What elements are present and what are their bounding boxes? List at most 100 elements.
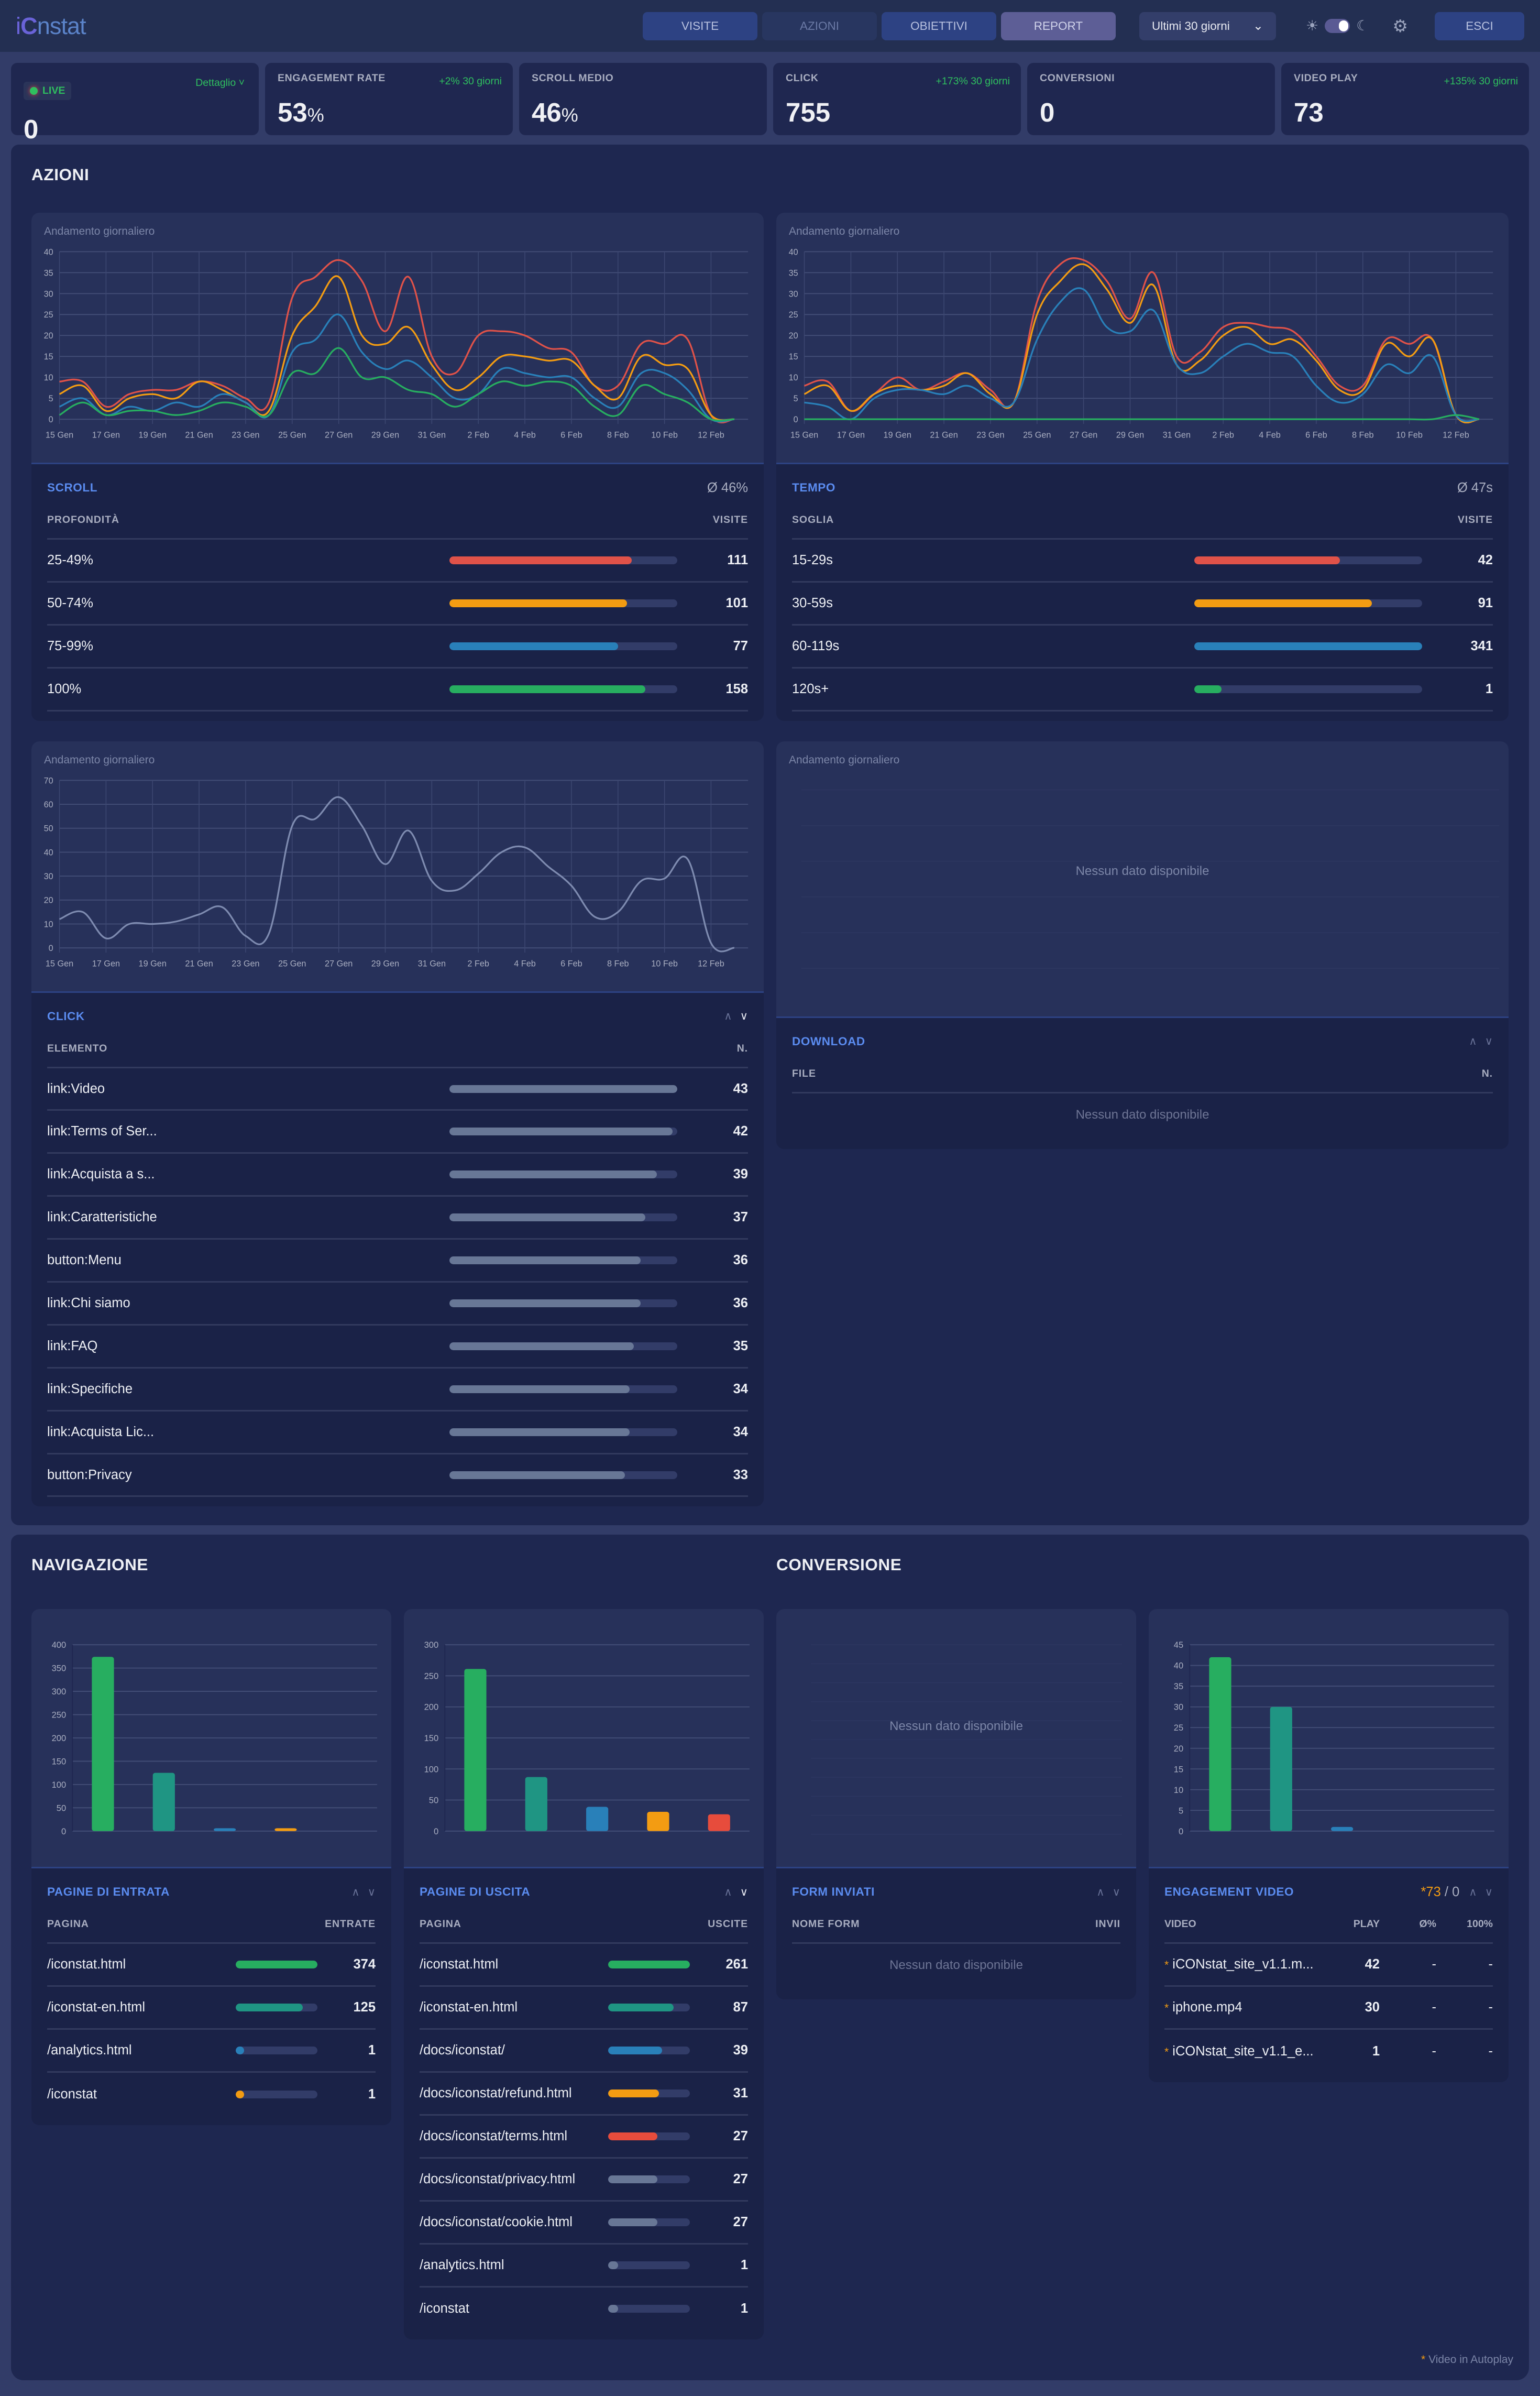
table-row[interactable]: link:Specifiche 34 xyxy=(47,1369,748,1412)
tempo-chart: Andamento giornaliero 0 5 10 15 20 25 30 35 40 15… xyxy=(776,213,1509,464)
video-summary: *73 / 0 ∧ ∨ xyxy=(1421,1884,1493,1899)
video-full: - xyxy=(1488,2000,1493,2015)
table-row[interactable]: 120s+ 1 xyxy=(792,669,1493,712)
table-row[interactable]: 100% 158 xyxy=(47,669,748,712)
sort-desc-icon[interactable]: ∨ xyxy=(367,1886,376,1898)
click-table: CLICK ∧ ∨ ELEMENTO N. link:Video 43 link:Ter… xyxy=(31,993,764,1507)
sort-desc-icon[interactable]: ∨ xyxy=(1484,1886,1493,1898)
table-row[interactable]: button:Menu 36 xyxy=(47,1240,748,1283)
nav-conv-grid: 0 50 100 150 200 250 300 350 400 PAGINE DI ENTRA… xyxy=(31,1609,1509,2340)
progress-bar xyxy=(449,1342,677,1350)
sort-asc-icon[interactable]: ∧ xyxy=(1096,1886,1105,1898)
table-row[interactable]: /docs/iconstat/terms.html 27 xyxy=(420,2116,748,2159)
table-row[interactable]: link:Acquista a s... 39 xyxy=(47,1154,748,1197)
table-row[interactable]: * iCONstat_site_v1.1_e... 1 - - xyxy=(1164,2030,1493,2073)
forms-chart-box: Nessun dato disponibile xyxy=(776,1609,1136,1869)
sun-icon[interactable]: ☀ xyxy=(1305,18,1319,34)
table-row[interactable]: link:FAQ 35 xyxy=(47,1326,748,1369)
tab-obiettivi[interactable]: OBIETTIVI xyxy=(881,12,996,40)
sort-asc-icon[interactable]: ∧ xyxy=(724,1886,732,1898)
svg-text:200: 200 xyxy=(424,1702,439,1712)
detail-dropdown[interactable]: Dettaglio ˅ xyxy=(195,77,245,89)
table-row[interactable]: link:Chi siamo 36 xyxy=(47,1283,748,1326)
table-row[interactable]: /iconstat-en.html 125 xyxy=(47,1987,376,2030)
sort-desc-icon[interactable]: ∨ xyxy=(1112,1886,1120,1898)
tab-visite[interactable]: VISITE xyxy=(642,12,757,40)
sort-desc-icon[interactable]: ∨ xyxy=(740,1010,748,1023)
svg-text:35: 35 xyxy=(789,268,798,278)
sort-asc-icon[interactable]: ∧ xyxy=(1469,1035,1477,1048)
gear-icon[interactable]: ⚙ xyxy=(1392,16,1408,36)
svg-text:6 Feb: 6 Feb xyxy=(560,431,582,440)
forms-card: Nessun dato disponibile FORM INVIATI ∧ ∨ … xyxy=(776,1609,1136,2000)
svg-text:45: 45 xyxy=(1174,1640,1183,1650)
table-row[interactable]: /docs/iconstat/cookie.html 27 xyxy=(420,2202,748,2245)
sort-asc-icon[interactable]: ∧ xyxy=(724,1010,732,1023)
table-row[interactable]: /iconstat.html 374 xyxy=(47,1944,376,1987)
progress-bar xyxy=(449,1085,677,1093)
logout-button[interactable]: ESCI xyxy=(1435,12,1524,40)
tab-report[interactable]: REPORT xyxy=(1000,12,1116,40)
table-row[interactable]: 75-99% 77 xyxy=(47,626,748,669)
row-value: 42 xyxy=(1478,552,1493,567)
table-row[interactable]: /iconstat.html 261 xyxy=(420,1944,748,1987)
progress-bar xyxy=(236,2047,317,2055)
table-row[interactable]: /docs/iconstat/refund.html 31 xyxy=(420,2073,748,2116)
table-row[interactable]: button:Privacy 33 xyxy=(47,1454,748,1497)
sort-desc-icon[interactable]: ∨ xyxy=(740,1886,748,1898)
svg-text:8 Feb: 8 Feb xyxy=(607,959,629,968)
table-row[interactable]: 25-49% 111 xyxy=(47,540,748,583)
table-row[interactable]: * iCONstat_site_v1.1.m... 42 - - xyxy=(1164,1944,1493,1987)
row-value: 125 xyxy=(353,2000,376,2015)
svg-text:4 Feb: 4 Feb xyxy=(1259,431,1281,440)
sort-desc-icon[interactable]: ∨ xyxy=(1484,1035,1493,1048)
row-label: /iconstat xyxy=(420,2301,469,2316)
kpi-row: LIVE Dettaglio ˅ 0 ENGAGEMENT RATE +2% 3… xyxy=(0,52,1540,145)
sort-asc-icon[interactable]: ∧ xyxy=(351,1886,360,1898)
row-label: /docs/iconstat/terms.html xyxy=(420,2128,568,2143)
progress-bar xyxy=(1194,685,1422,693)
kpi-label: VIDEO PLAY xyxy=(1294,72,1358,84)
table-row[interactable]: link:Video 43 xyxy=(47,1068,748,1111)
row-label: link:FAQ xyxy=(47,1338,98,1353)
section-azioni: AZIONI Andamento giornaliero 0 5 10 15 20 25 3… xyxy=(11,145,1529,1526)
svg-text:20: 20 xyxy=(44,331,53,341)
table-row[interactable]: /docs/iconstat/privacy.html 27 xyxy=(420,2159,748,2202)
chart-title: Andamento giornaliero xyxy=(44,753,155,766)
svg-text:20: 20 xyxy=(44,895,53,905)
svg-text:350: 350 xyxy=(52,1664,67,1673)
table-row[interactable]: 15-29s 42 xyxy=(792,540,1493,583)
tab-azioni[interactable]: AZIONI xyxy=(762,12,877,40)
row-label: /analytics.html xyxy=(420,2257,504,2272)
progress-bar xyxy=(608,2175,690,2183)
row-value: 111 xyxy=(727,552,748,567)
table-row[interactable]: link:Caratteristiche 37 xyxy=(47,1197,748,1240)
table-row[interactable]: link:Terms of Ser... 42 xyxy=(47,1111,748,1154)
table-row[interactable]: 30-59s 91 xyxy=(792,583,1493,626)
date-range-value: Ultimi 30 giorni xyxy=(1151,19,1230,32)
date-range-select[interactable]: Ultimi 30 giorni ⌄ xyxy=(1139,12,1276,40)
scroll-chart: Andamento giornaliero 0 5 10 15 20 25 30 35 40 15… xyxy=(31,213,764,464)
table-row[interactable]: /analytics.html 1 xyxy=(47,2030,376,2073)
row-label: /docs/iconstat/privacy.html xyxy=(420,2171,576,2186)
sort-asc-icon[interactable]: ∧ xyxy=(1469,1886,1477,1898)
table-row[interactable]: /iconstat-en.html 87 xyxy=(420,1987,748,2030)
sort-controls: ∧ ∨ xyxy=(724,1010,748,1023)
table-row[interactable]: /analytics.html 1 xyxy=(420,2245,748,2288)
svg-text:100: 100 xyxy=(424,1765,439,1775)
table-row[interactable]: 60-119s 341 xyxy=(792,626,1493,669)
theme-toggle[interactable] xyxy=(1325,19,1350,33)
table-row[interactable]: link:Acquista Lic... 34 xyxy=(47,1412,748,1454)
autoplay-star-icon: * xyxy=(1164,1959,1169,1972)
video-bar-chart: 0 5 10 15 20 25 30 35 40 45 xyxy=(1174,1640,1494,1836)
click-chart: Andamento giornaliero 0 10 20 30 40 50 60 70 15 … xyxy=(31,741,764,993)
moon-icon[interactable]: ☾ xyxy=(1356,18,1369,34)
table-row[interactable]: * iphone.mp4 30 - - xyxy=(1164,1987,1493,2030)
table-title: FORM INVIATI xyxy=(792,1885,875,1899)
table-row[interactable]: /iconstat 1 xyxy=(420,2288,748,2331)
table-row[interactable]: 50-74% 101 xyxy=(47,583,748,626)
table-row[interactable]: /iconstat 1 xyxy=(47,2073,376,2116)
table-row[interactable]: /docs/iconstat/39 xyxy=(420,2030,748,2073)
svg-text:40: 40 xyxy=(1174,1661,1183,1671)
